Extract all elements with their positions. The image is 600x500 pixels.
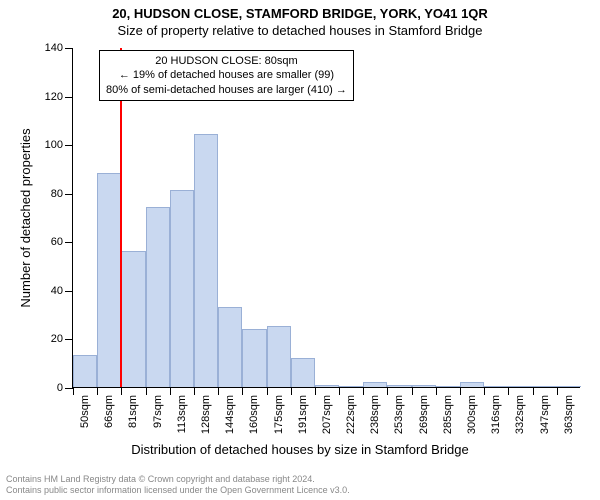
x-tick xyxy=(194,387,195,395)
attribution-line-2: Contains public sector information licen… xyxy=(6,485,350,496)
histogram-bar xyxy=(97,173,121,387)
y-tick-label: 100 xyxy=(45,139,73,151)
attribution-line-1: Contains HM Land Registry data © Crown c… xyxy=(6,474,350,485)
x-tick-label: 113sqm xyxy=(174,395,188,433)
x-tick-label: 207sqm xyxy=(319,395,333,434)
histogram-bar xyxy=(436,386,460,387)
x-tick-label: 316sqm xyxy=(488,395,502,434)
x-tick xyxy=(339,387,340,395)
x-axis-title: Distribution of detached houses by size … xyxy=(0,442,600,457)
histogram-bar xyxy=(242,329,266,387)
x-tick xyxy=(170,387,171,395)
histogram-bar xyxy=(170,190,194,387)
histogram-bar xyxy=(291,358,315,387)
x-tick-label: 363sqm xyxy=(561,395,575,434)
y-tick-label: 120 xyxy=(45,91,73,103)
histogram-chart: 02040608010012014050sqm66sqm81sqm97sqm11… xyxy=(72,48,580,388)
annotation-line-2: ← 19% of detached houses are smaller (99… xyxy=(106,68,347,82)
x-tick-label: 66sqm xyxy=(101,395,115,428)
x-tick xyxy=(533,387,534,395)
histogram-bar xyxy=(146,207,170,387)
histogram-bar xyxy=(73,355,97,387)
x-tick xyxy=(73,387,74,395)
x-tick-label: 81sqm xyxy=(125,395,139,428)
histogram-bar xyxy=(339,386,363,387)
x-tick xyxy=(557,387,558,395)
x-tick xyxy=(363,387,364,395)
histogram-bar xyxy=(460,382,484,387)
histogram-bar xyxy=(218,307,242,387)
y-tick-label: 40 xyxy=(51,285,73,297)
histogram-bar xyxy=(387,385,411,387)
x-tick xyxy=(315,387,316,395)
x-tick-label: 97sqm xyxy=(150,395,164,428)
y-tick-label: 0 xyxy=(57,382,73,394)
y-axis-title: Number of detached properties xyxy=(18,128,33,307)
page-title: 20, HUDSON CLOSE, STAMFORD BRIDGE, YORK,… xyxy=(0,0,600,21)
histogram-bar xyxy=(194,134,218,387)
x-tick-label: 253sqm xyxy=(391,395,405,434)
histogram-bar xyxy=(412,385,436,387)
histogram-bar xyxy=(315,385,339,387)
x-tick xyxy=(242,387,243,395)
x-tick xyxy=(484,387,485,395)
x-tick-label: 144sqm xyxy=(222,395,236,434)
histogram-bar xyxy=(484,386,508,387)
x-tick xyxy=(146,387,147,395)
x-tick xyxy=(97,387,98,395)
x-tick-label: 238sqm xyxy=(367,395,381,434)
x-tick xyxy=(291,387,292,395)
x-tick xyxy=(218,387,219,395)
y-tick-label: 20 xyxy=(51,333,73,345)
x-tick xyxy=(267,387,268,395)
page-subtitle: Size of property relative to detached ho… xyxy=(0,21,600,42)
x-tick xyxy=(121,387,122,395)
x-tick xyxy=(387,387,388,395)
histogram-bar xyxy=(363,382,387,387)
x-tick-label: 50sqm xyxy=(77,395,91,428)
annotation-line-3: 80% of semi-detached houses are larger (… xyxy=(106,83,347,97)
attribution-text: Contains HM Land Registry data © Crown c… xyxy=(6,474,350,497)
x-tick-label: 175sqm xyxy=(271,395,285,434)
y-tick-label: 140 xyxy=(45,42,73,54)
histogram-bar xyxy=(508,386,532,387)
x-tick-label: 347sqm xyxy=(537,395,551,434)
x-tick xyxy=(460,387,461,395)
annotation-box: 20 HUDSON CLOSE: 80sqm← 19% of detached … xyxy=(99,50,354,101)
histogram-bar xyxy=(533,386,557,387)
x-tick-label: 285sqm xyxy=(440,395,454,434)
x-tick xyxy=(436,387,437,395)
annotation-line-1: 20 HUDSON CLOSE: 80sqm xyxy=(106,54,347,68)
x-tick-label: 332sqm xyxy=(512,395,526,434)
x-tick-label: 222sqm xyxy=(343,395,357,434)
y-tick-label: 60 xyxy=(51,236,73,248)
y-tick-label: 80 xyxy=(51,188,73,200)
histogram-bar xyxy=(121,251,145,387)
x-tick-label: 160sqm xyxy=(246,395,260,434)
x-tick xyxy=(508,387,509,395)
x-tick-label: 128sqm xyxy=(198,395,212,434)
histogram-bar xyxy=(267,326,291,387)
x-tick xyxy=(412,387,413,395)
x-tick-label: 191sqm xyxy=(295,395,309,434)
x-tick-label: 269sqm xyxy=(416,395,430,434)
histogram-bar xyxy=(557,386,581,387)
x-tick-label: 300sqm xyxy=(464,395,478,434)
